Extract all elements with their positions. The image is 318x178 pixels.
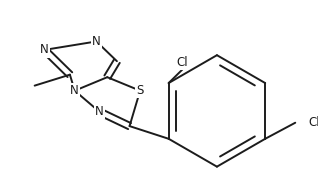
Text: N: N xyxy=(40,43,49,56)
Text: Cl: Cl xyxy=(176,56,188,69)
Text: S: S xyxy=(136,84,144,97)
Text: N: N xyxy=(92,35,101,48)
Text: N: N xyxy=(70,84,79,97)
Text: Cl: Cl xyxy=(308,116,318,129)
Text: N: N xyxy=(95,105,104,118)
